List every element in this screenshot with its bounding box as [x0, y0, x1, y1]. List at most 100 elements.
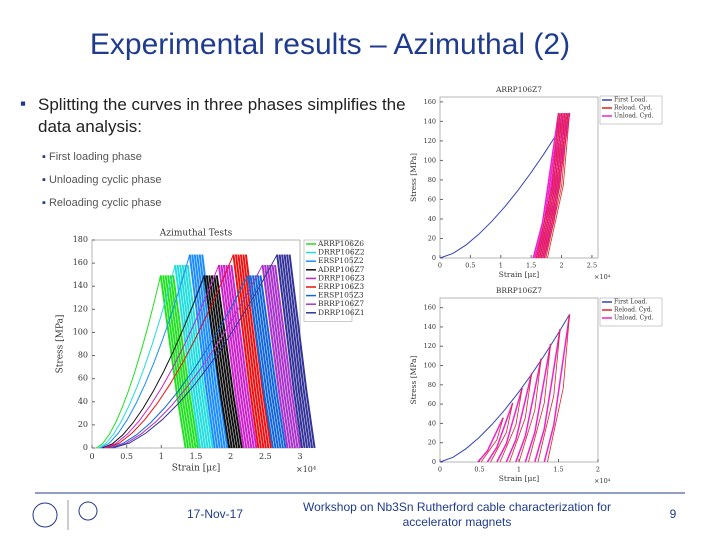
- y-tick-label: 20: [428, 439, 436, 447]
- x-tick-label: 2: [559, 262, 563, 270]
- x-axis-label: Strain [με]: [499, 474, 540, 483]
- y-tick-label: 120: [424, 342, 436, 350]
- y-axis-label: Stress [MPa]: [409, 355, 418, 404]
- sub-bullet-text: First loading phase: [48, 151, 142, 163]
- sub-bullet: ▪ Reloading cyclic phase: [42, 197, 162, 209]
- curve: [100, 254, 191, 449]
- x-tick-label: 2.5: [587, 262, 597, 270]
- curve: [102, 275, 205, 449]
- curve: [535, 113, 559, 259]
- legend-label: DRRP106Z2: [318, 248, 365, 257]
- legend-label: First Load.: [614, 299, 647, 306]
- legend-label: DRRP106Z3: [318, 273, 365, 282]
- footer-event: accelerator magnets: [403, 515, 512, 529]
- curve: [547, 314, 570, 463]
- x-tick-label: 1.5: [553, 466, 563, 474]
- bullet-marker: ▪: [20, 94, 27, 113]
- curve: [537, 329, 561, 463]
- curve: [191, 254, 219, 449]
- curve: [249, 275, 277, 449]
- curve: [213, 275, 241, 449]
- curve: [169, 275, 197, 449]
- curves: [95, 254, 316, 449]
- x-tick-label: 0.5: [474, 466, 484, 474]
- curve: [174, 264, 202, 449]
- y-tick-label: 140: [73, 281, 88, 290]
- curve: [95, 275, 162, 449]
- curve: [269, 264, 296, 449]
- sub-bullet: ▪ Unloading cyclic phase: [42, 174, 162, 186]
- x-exponent: ×10⁴: [594, 477, 611, 485]
- curve: [234, 254, 262, 449]
- y-tick-label: 100: [424, 156, 436, 164]
- curve: [220, 264, 248, 449]
- y-tick-label: 120: [73, 304, 88, 313]
- x-tick-label: 0.5: [120, 452, 133, 461]
- y-tick-label: 40: [428, 215, 436, 223]
- curve: [274, 264, 301, 449]
- y-tick-label: 0: [432, 254, 436, 262]
- y-tick-label: 60: [78, 374, 88, 383]
- curve: [106, 254, 234, 449]
- curve: [186, 264, 214, 449]
- legend-label: ERSP105Z3: [318, 291, 364, 300]
- curve: [518, 358, 542, 463]
- y-tick-label: 60: [428, 400, 436, 408]
- curve: [259, 275, 287, 449]
- legend-box: [303, 239, 353, 322]
- curve: [215, 275, 243, 449]
- curve: [210, 275, 238, 449]
- curve: [283, 254, 311, 449]
- curve: [528, 343, 551, 463]
- curve: [254, 275, 282, 449]
- curve: [509, 373, 533, 463]
- y-tick-label: 60: [428, 195, 436, 203]
- main-bullet: Splitting the curves in three phases sim…: [38, 95, 406, 136]
- y-tick-label: 40: [428, 419, 436, 427]
- curve: [227, 264, 255, 449]
- x-tick-label: 2: [596, 466, 600, 474]
- curve: [252, 275, 279, 449]
- y-tick-label: 80: [428, 381, 436, 389]
- curve: [266, 264, 294, 449]
- y-tick-label: 0: [432, 458, 436, 466]
- legend-label: DRRP106Z1: [318, 308, 365, 317]
- y-tick-label: 180: [73, 235, 88, 244]
- curve: [208, 275, 236, 449]
- x-tick-label: 2: [228, 452, 233, 461]
- curve: [281, 254, 309, 449]
- y-tick-label: 100: [73, 327, 88, 336]
- curve: [486, 402, 514, 463]
- y-tick-label: 140: [424, 323, 436, 331]
- curve: [547, 113, 570, 259]
- y-tick-label: 80: [78, 351, 88, 360]
- y-tick-label: 160: [424, 98, 436, 106]
- curve: [505, 373, 533, 463]
- x-tick-label: 2.5: [259, 452, 272, 461]
- x-tick-label: 0: [438, 466, 442, 474]
- sub-bullet-text: Unloading cyclic phase: [48, 174, 162, 186]
- x-axis-label: Strain [με]: [172, 464, 221, 474]
- curve: [288, 254, 316, 449]
- legend-label: Unload. Cyd.: [614, 315, 654, 322]
- curve: [193, 254, 221, 449]
- curves: [439, 314, 571, 463]
- x-tick-label: 1: [499, 262, 503, 270]
- logo: [32, 502, 58, 528]
- y-tick-label: 20: [78, 420, 88, 429]
- x-tick-label: 1.5: [526, 262, 536, 270]
- legend-label: ADRP106Z7: [317, 265, 365, 274]
- legend-label: ARRP106Z6: [317, 239, 364, 248]
- curve: [524, 343, 552, 463]
- legend-label: First Load.: [614, 97, 647, 104]
- slide-title: Experimental results – Azimuthal (2): [89, 28, 571, 61]
- curve: [110, 264, 264, 449]
- curve: [217, 264, 245, 449]
- curve: [286, 254, 314, 449]
- y-tick-label: 140: [424, 117, 436, 125]
- chart-title: Azimuthal Tests: [159, 229, 233, 239]
- footer-event: Workshop on Nb3Sn Rutherford cable chara…: [303, 500, 611, 514]
- curve: [543, 113, 567, 259]
- x-exponent: ×10⁴: [296, 465, 316, 474]
